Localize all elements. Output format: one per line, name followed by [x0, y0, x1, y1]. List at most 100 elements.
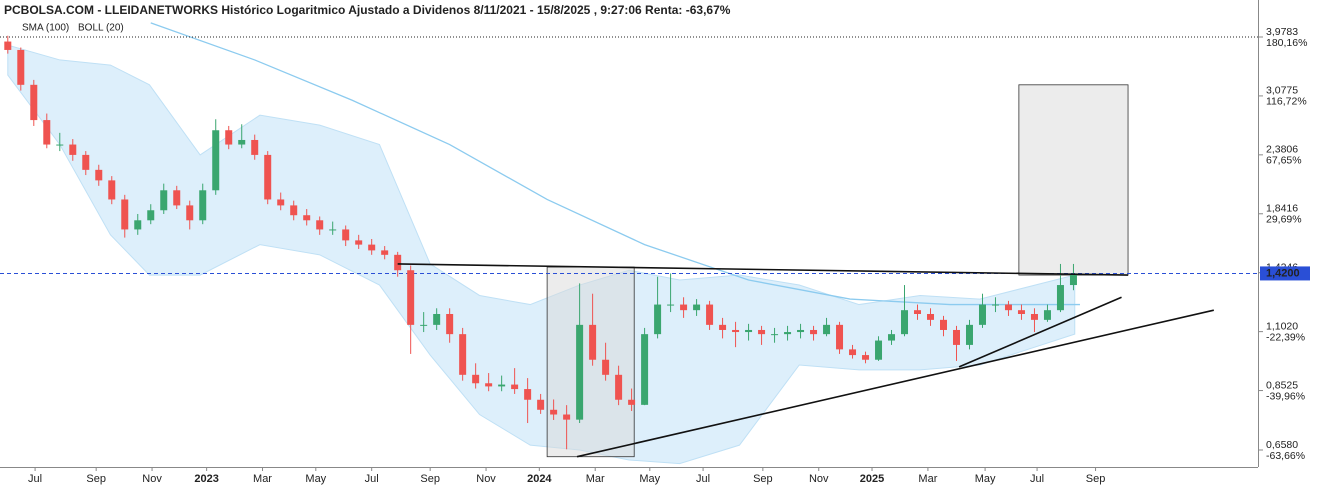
y-tick-label: 1,1020 — [1266, 320, 1298, 332]
candle-body — [225, 130, 233, 145]
candle-body — [693, 304, 701, 311]
candle-body — [771, 334, 779, 336]
candle-body — [836, 324, 844, 350]
x-tick-label: Nov — [809, 473, 829, 485]
candle-body — [940, 319, 947, 330]
candle-body — [212, 130, 220, 191]
trendline — [576, 309, 1214, 458]
candle-body — [991, 304, 999, 306]
candle-body — [420, 324, 428, 326]
candle-body — [732, 329, 740, 333]
y-tick-change: 180,16% — [1266, 37, 1307, 49]
candle-body — [849, 349, 857, 356]
candle-body — [524, 389, 532, 400]
candle-body — [628, 399, 636, 405]
candle-body — [589, 324, 597, 360]
candle-body — [95, 169, 103, 181]
candle-body — [394, 254, 402, 271]
candle-body — [641, 334, 649, 405]
candle-body — [355, 240, 363, 245]
candle-body — [446, 313, 454, 335]
x-tick-label: Sep — [753, 473, 773, 485]
x-tick-label: Sep — [420, 473, 440, 485]
candle-body — [978, 304, 986, 325]
candle-body — [303, 215, 311, 221]
candle-body — [901, 310, 909, 335]
y-tick-label: 1,8416 — [1266, 203, 1298, 215]
candle-body — [784, 332, 792, 335]
candle-body — [719, 324, 727, 330]
candle-body — [875, 340, 883, 360]
candle-body — [30, 84, 38, 121]
y-tick-change: 116,72% — [1266, 96, 1307, 108]
candle-body — [485, 383, 493, 387]
x-tick-label: Jul — [696, 473, 710, 485]
candle-body — [615, 374, 623, 400]
candle-body — [914, 310, 922, 314]
candle-body — [1043, 310, 1051, 320]
x-tick-label: 2023 — [194, 473, 218, 485]
candle-body — [472, 374, 480, 384]
last-price-label: 1,4200 — [1266, 267, 1300, 279]
candle-body — [1030, 313, 1038, 320]
candle-body — [602, 359, 610, 375]
candle-body — [147, 210, 155, 221]
y-tick-label: 3,0775 — [1266, 85, 1298, 97]
candle-body — [433, 313, 441, 325]
y-tick-change: -63,66% — [1266, 450, 1305, 462]
candle-body — [888, 334, 896, 341]
candle-body — [251, 139, 259, 155]
candle-body — [1069, 273, 1077, 286]
y-tick-label: 2,3806 — [1266, 144, 1298, 156]
candle-body — [654, 304, 662, 335]
candle-body — [758, 329, 766, 335]
x-tick-label: Jul — [28, 473, 42, 485]
legend-entry: SMA (100) — [22, 23, 69, 34]
candle-body — [69, 144, 77, 155]
x-tick-label: Mar — [586, 473, 605, 485]
trendline — [958, 296, 1122, 368]
candle-body — [407, 270, 415, 325]
y-tick-change: -39,96% — [1266, 390, 1305, 402]
title-bg — [0, 2, 660, 19]
candle-body — [965, 324, 973, 345]
sma-line — [150, 22, 1080, 306]
candle-body — [43, 120, 51, 145]
y-tick-change: 67,65% — [1266, 155, 1302, 167]
candle-body — [563, 414, 571, 420]
candle-body — [745, 329, 753, 333]
candle-body — [927, 313, 935, 320]
candle-body — [667, 304, 675, 306]
bollinger-band — [7, 44, 1076, 465]
candle-body — [537, 399, 545, 410]
candle-body — [706, 304, 714, 325]
last-price-box — [1260, 266, 1310, 281]
candle-body — [186, 205, 194, 221]
x-tick-label: Jul — [365, 473, 379, 485]
candle-body — [1004, 304, 1012, 311]
candle-body — [797, 329, 805, 333]
x-tick-label: Sep — [86, 473, 106, 485]
candle-body — [264, 154, 272, 200]
candle-body — [134, 220, 142, 230]
candle-body — [1017, 310, 1025, 314]
y-tick-label: 3,9783 — [1266, 26, 1298, 38]
candle-body — [862, 355, 870, 360]
candle-body — [329, 229, 337, 231]
candle-body — [238, 139, 246, 145]
candle-body — [173, 190, 181, 206]
range-box — [1018, 84, 1129, 276]
x-tick-label: May — [975, 473, 996, 485]
candle-body — [381, 250, 389, 255]
y-tick-change: -22,39% — [1266, 331, 1305, 343]
x-tick-label: May — [305, 473, 326, 485]
x-tick-label: Nov — [476, 473, 496, 485]
x-tick-label: 2025 — [860, 473, 884, 485]
candle-body — [290, 205, 298, 216]
candle-body — [277, 199, 285, 206]
candle-body — [810, 329, 818, 335]
x-tick-label: May — [639, 473, 660, 485]
candle-body — [576, 324, 584, 420]
chart-title: PCBOLSA.COM - LLEIDANETWORKS Histórico L… — [4, 3, 731, 17]
